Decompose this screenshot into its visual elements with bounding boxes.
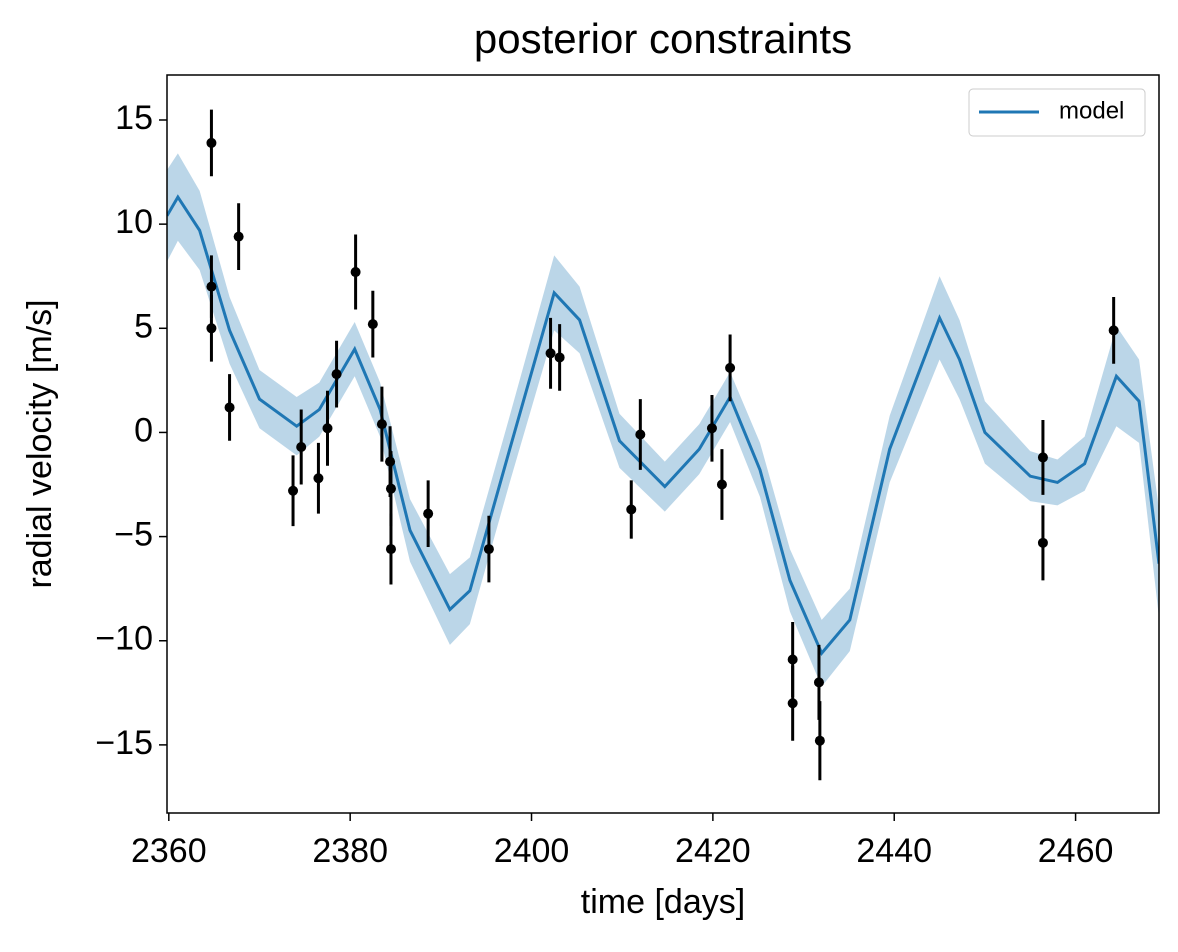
y-tick-label: −15 (95, 724, 153, 762)
data-point (787, 698, 798, 709)
data-point (206, 137, 217, 148)
data-point (376, 419, 387, 430)
data-point (725, 362, 736, 373)
data-point (288, 485, 299, 496)
y-tick-label: 5 (134, 307, 153, 345)
data-point (385, 483, 396, 494)
x-axis-label: time [days] (581, 883, 745, 921)
data-point (814, 735, 825, 746)
data-point (706, 423, 717, 434)
data-point (233, 231, 244, 242)
data-point (716, 479, 727, 490)
x-tick-label: 2440 (856, 832, 932, 870)
data-point (296, 442, 307, 453)
data-point (206, 281, 217, 292)
data-point (545, 348, 556, 359)
data-point (626, 504, 637, 515)
data-point (385, 544, 396, 555)
data-point (1108, 325, 1119, 336)
y-tick-label: −5 (114, 516, 153, 554)
y-tick-label: 15 (115, 99, 153, 137)
y-tick-label: −10 (95, 620, 153, 658)
data-point (313, 473, 324, 484)
data-point (813, 677, 824, 688)
data-point (367, 319, 378, 330)
y-tick-label: 0 (134, 411, 153, 449)
legend-label: model (1059, 97, 1124, 124)
data-point (787, 654, 798, 665)
data-point (206, 323, 217, 334)
y-tick-label: 10 (115, 203, 153, 241)
y-axis-label: radial velocity [m/s] (21, 299, 59, 588)
x-tick-label: 2460 (1038, 832, 1114, 870)
x-tick-label: 2420 (675, 832, 751, 870)
data-point (1037, 452, 1048, 463)
data-point (322, 423, 333, 434)
data-point (554, 352, 565, 363)
data-point (483, 544, 494, 555)
plot-frame (166, 74, 1160, 814)
data-point (331, 369, 342, 380)
data-point (1037, 537, 1048, 548)
legend-box (968, 88, 1146, 137)
model-line (167, 194, 1159, 657)
data-point (224, 402, 235, 413)
chart-title: posterior constraints (474, 15, 852, 62)
data-point (423, 508, 434, 519)
model-band (167, 153, 1159, 687)
data-point (350, 267, 361, 278)
x-tick-label: 2400 (494, 832, 570, 870)
x-tick-label: 2380 (312, 832, 388, 870)
data-point (635, 429, 646, 440)
x-tick-label: 2360 (131, 832, 207, 870)
